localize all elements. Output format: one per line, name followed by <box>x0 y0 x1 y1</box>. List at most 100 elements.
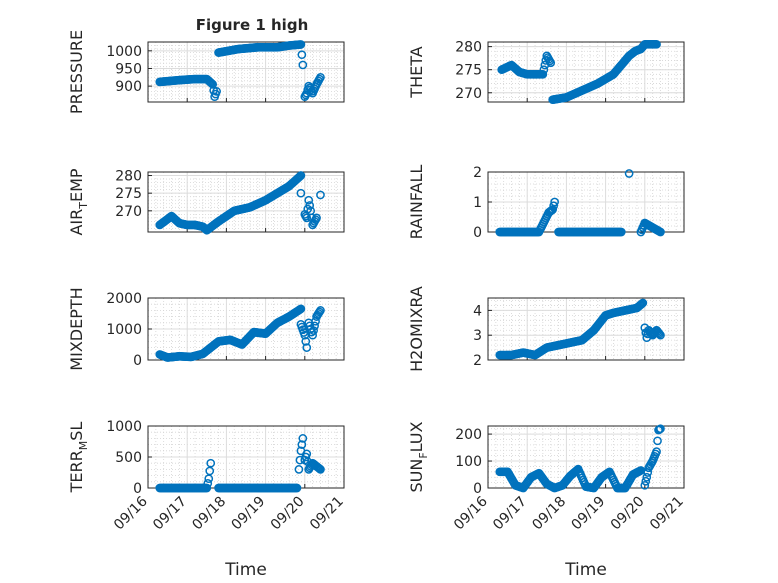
data-point <box>656 424 665 434</box>
subplot-rainfall: 0 1 2 RAINFALL <box>407 165 685 241</box>
y-tick-label: 280 <box>455 40 482 56</box>
y-tick-label: 3 <box>473 328 482 344</box>
data-point <box>539 65 549 75</box>
data-point <box>296 188 306 198</box>
data-point <box>538 69 548 79</box>
data-point <box>316 72 325 82</box>
axes-box <box>147 171 345 233</box>
data-point <box>309 326 318 335</box>
y-axis-label: H2OMIXRA <box>407 286 426 372</box>
x-tick-label: 09/16 <box>451 493 491 533</box>
y-axis-label: SUNFLUX <box>407 421 430 492</box>
y-tick-label: 2000 <box>106 291 142 307</box>
y-tick-label: 2 <box>473 353 482 369</box>
data-point <box>548 205 558 214</box>
y-tick-label: 200 <box>455 427 482 443</box>
subplot-sun-flux: 0 100 200 09/16 09/17 09/18 09/19 09/20 09/21 SUN… <box>407 421 687 580</box>
y-tick-label: 950 <box>115 61 142 77</box>
y-tick-label: 0 <box>473 225 482 241</box>
data-point <box>316 190 325 200</box>
data-point <box>206 458 216 468</box>
data-point <box>203 479 213 488</box>
x-tick-label: 09/21 <box>307 494 347 534</box>
data-point <box>653 436 662 446</box>
data-point <box>204 474 214 484</box>
y-tick-label: 100 <box>455 454 482 470</box>
y-axis-label: RAINFALL <box>407 165 426 240</box>
y-tick-label: 2 <box>473 165 482 181</box>
data-point <box>297 440 307 449</box>
x-axis-label: Time <box>224 560 267 580</box>
y-tick-label: 280 <box>115 169 142 185</box>
y-tick-label: 500 <box>115 450 142 466</box>
x-axis-label: Time <box>564 560 607 580</box>
y-tick-label: 0 <box>133 353 142 369</box>
data-point <box>310 321 319 331</box>
data-point <box>308 330 317 340</box>
y-axis-label: TERRMSL <box>67 422 90 494</box>
data-point <box>316 306 325 315</box>
series-2 <box>294 434 325 474</box>
y-axis-label: MIXDEPTH <box>67 287 86 370</box>
data-point <box>296 40 306 49</box>
y-tick-label: 4 <box>473 303 482 319</box>
y-tick-label: 1000 <box>106 44 142 60</box>
data-point <box>549 201 559 211</box>
series-1 <box>495 464 646 493</box>
data-point <box>301 337 311 346</box>
subplot-theta: 270 275 280 THETA <box>407 39 685 105</box>
y-tick-label: 1000 <box>106 322 142 338</box>
series-2 <box>640 323 665 343</box>
data-point <box>641 476 651 486</box>
data-point <box>616 227 626 237</box>
data-point <box>296 171 306 180</box>
data-point <box>297 50 307 60</box>
data-point <box>624 169 634 178</box>
y-tick-label: 1000 <box>106 419 142 435</box>
data-point <box>208 80 218 89</box>
y-tick-label: 1 <box>473 195 482 211</box>
x-tick-label: 09/17 <box>490 494 530 534</box>
data-point <box>638 298 648 308</box>
data-point <box>295 172 305 181</box>
subplot-terr-msl: 0 500 1000 09/16 09/17 09/18 09/19 09/20 09/21 TE… <box>67 419 347 580</box>
data-point <box>294 172 304 182</box>
y-tick-label: 0 <box>473 481 482 497</box>
data-point <box>294 465 304 474</box>
axes-box <box>147 41 345 103</box>
data-point <box>656 227 665 237</box>
data-point <box>656 330 665 340</box>
data-point <box>316 465 325 474</box>
series-1 <box>155 74 221 102</box>
x-tick-label: 09/19 <box>229 494 269 534</box>
data-point <box>302 213 312 223</box>
x-tick-label: 09/20 <box>268 494 308 534</box>
x-tick-label: 09/17 <box>150 494 190 534</box>
data-point <box>654 328 663 338</box>
series-2 <box>548 39 661 105</box>
data-point <box>312 213 321 223</box>
data-point <box>655 329 664 339</box>
subplot-mixdepth: 0 1000 2000 MIXDEPTH <box>67 287 345 371</box>
data-point <box>296 304 306 314</box>
data-point <box>302 343 312 352</box>
data-point <box>642 472 652 482</box>
y-axis-label: AIRTEMP <box>67 168 90 235</box>
data-point <box>298 434 308 443</box>
y-tick-label: 270 <box>455 86 482 102</box>
x-tick-label: 09/18 <box>189 494 229 534</box>
data-point <box>652 447 661 456</box>
data-point <box>550 197 559 207</box>
series-2 <box>214 40 325 102</box>
data-point <box>298 60 308 70</box>
data-point <box>206 78 216 87</box>
series-1 <box>155 304 306 362</box>
series-1 <box>155 171 306 235</box>
data-point <box>640 480 650 490</box>
series-2 <box>640 424 665 490</box>
series-1 <box>495 169 665 237</box>
y-axis-label: THETA <box>407 46 426 98</box>
